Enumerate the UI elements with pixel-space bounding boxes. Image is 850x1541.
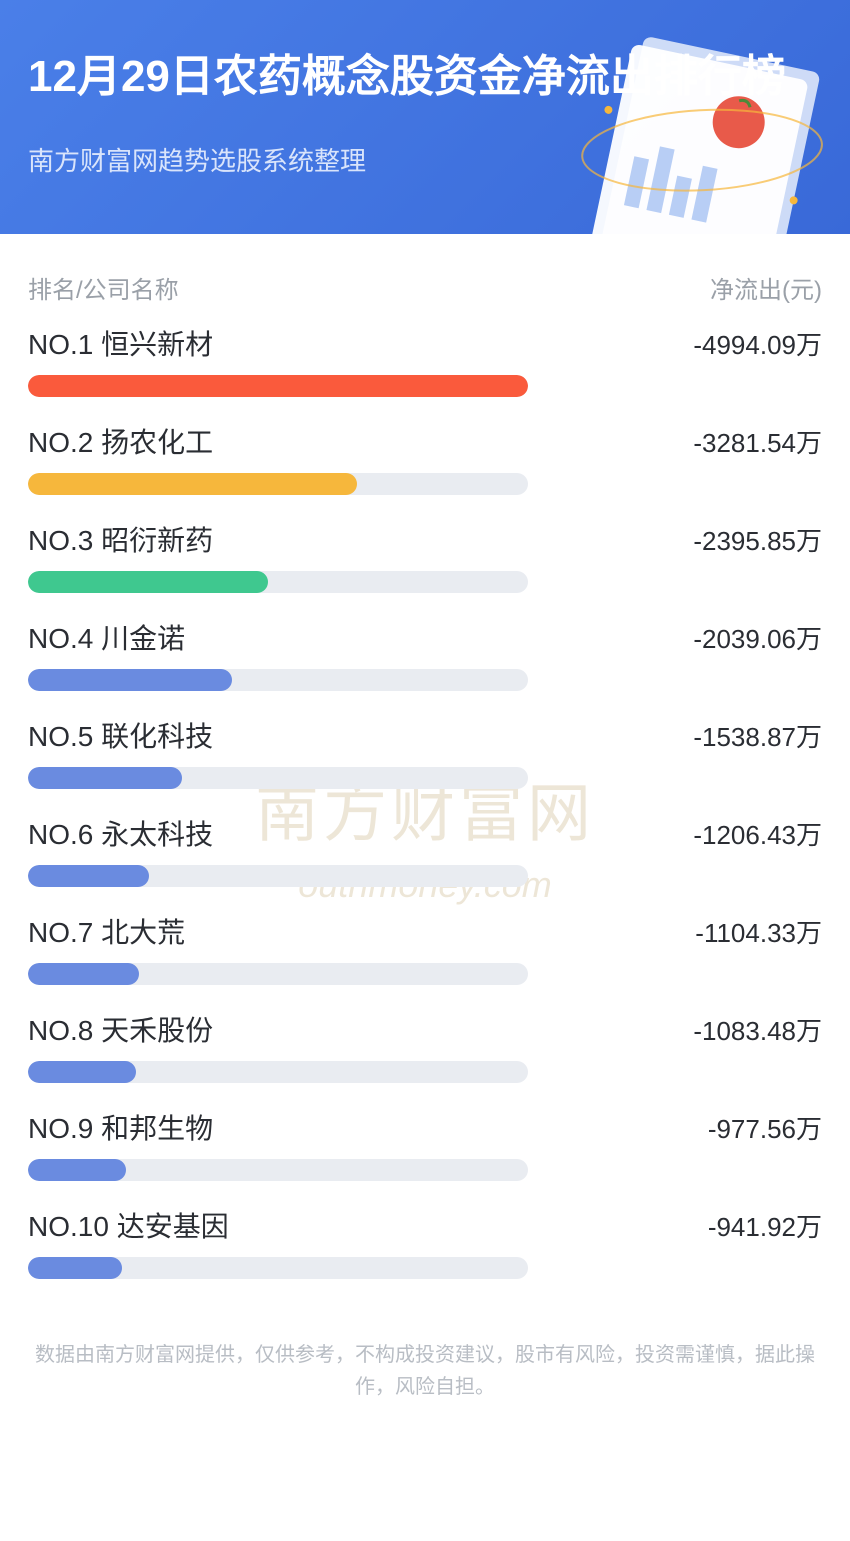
bar-fill bbox=[28, 473, 357, 495]
table-row: NO.4 川金诺 -2039.06万 bbox=[28, 617, 822, 691]
bar-fill bbox=[28, 1257, 122, 1279]
bar-fill bbox=[28, 963, 139, 985]
header-banner: 12月29日农药概念股资金净流出排行榜 南方财富网趋势选股系统整理 bbox=[0, 0, 850, 234]
outflow-value: -977.56万 bbox=[708, 1109, 822, 1146]
table-row: NO.7 北大荒 -1104.33万 bbox=[28, 911, 822, 985]
ranking-content: 南方财富网 outhmoney.com 排名/公司名称 净流出(元) NO.1 … bbox=[0, 234, 850, 1327]
table-row: NO.6 永太科技 -1206.43万 bbox=[28, 813, 822, 887]
bar-track bbox=[28, 1257, 528, 1279]
outflow-value: -3281.54万 bbox=[693, 423, 822, 460]
outflow-value: -4994.09万 bbox=[693, 325, 822, 362]
page-subtitle: 南方财富网趋势选股系统整理 bbox=[28, 141, 822, 178]
rank-name: NO.2 扬农化工 bbox=[28, 421, 213, 461]
bar-track bbox=[28, 1159, 528, 1181]
rank-name: NO.9 和邦生物 bbox=[28, 1107, 213, 1147]
rank-name: NO.4 川金诺 bbox=[28, 617, 185, 657]
rank-name: NO.10 达安基因 bbox=[28, 1205, 229, 1245]
outflow-value: -941.92万 bbox=[708, 1207, 822, 1244]
bar-track bbox=[28, 963, 528, 985]
bar-track bbox=[28, 375, 528, 397]
table-header-row: 排名/公司名称 净流出(元) bbox=[28, 270, 822, 305]
bar-fill bbox=[28, 1061, 136, 1083]
rank-name: NO.3 昭衍新药 bbox=[28, 519, 213, 559]
bar-track bbox=[28, 473, 528, 495]
disclaimer-footer: 数据由南方财富网提供，仅供参考，不构成投资建议，股市有风险，投资需谨慎，据此操作… bbox=[0, 1327, 850, 1439]
table-row: NO.3 昭衍新药 -2395.85万 bbox=[28, 519, 822, 593]
bar-fill bbox=[28, 767, 182, 789]
table-row: NO.5 联化科技 -1538.87万 bbox=[28, 715, 822, 789]
table-row: NO.2 扬农化工 -3281.54万 bbox=[28, 421, 822, 495]
bar-fill bbox=[28, 571, 268, 593]
bar-fill bbox=[28, 375, 528, 397]
bar-track bbox=[28, 767, 528, 789]
outflow-value: -1104.33万 bbox=[695, 913, 822, 950]
rank-name: NO.1 恒兴新材 bbox=[28, 323, 213, 363]
outflow-value: -2395.85万 bbox=[693, 521, 822, 558]
column-header-rank: 排名/公司名称 bbox=[28, 270, 179, 305]
table-row: NO.1 恒兴新材 -4994.09万 bbox=[28, 323, 822, 397]
table-row: NO.8 天禾股份 -1083.48万 bbox=[28, 1009, 822, 1083]
bar-fill bbox=[28, 1159, 126, 1181]
table-row: NO.10 达安基因 -941.92万 bbox=[28, 1205, 822, 1279]
bar-track bbox=[28, 571, 528, 593]
bar-fill bbox=[28, 669, 232, 691]
rank-name: NO.5 联化科技 bbox=[28, 715, 213, 755]
bar-track bbox=[28, 865, 528, 887]
bar-track bbox=[28, 1061, 528, 1083]
outflow-value: -1206.43万 bbox=[693, 815, 822, 852]
outflow-value: -2039.06万 bbox=[693, 619, 822, 656]
bar-track bbox=[28, 669, 528, 691]
bar-fill bbox=[28, 865, 149, 887]
outflow-value: -1538.87万 bbox=[693, 717, 822, 754]
column-header-value: 净流出(元) bbox=[710, 270, 822, 305]
rank-name: NO.8 天禾股份 bbox=[28, 1009, 213, 1049]
rank-name: NO.7 北大荒 bbox=[28, 911, 185, 951]
page-title: 12月29日农药概念股资金净流出排行榜 bbox=[28, 48, 822, 105]
table-row: NO.9 和邦生物 -977.56万 bbox=[28, 1107, 822, 1181]
ranking-rows: NO.1 恒兴新材 -4994.09万 NO.2 扬农化工 -3281.54万 NO.3… bbox=[28, 323, 822, 1279]
rank-name: NO.6 永太科技 bbox=[28, 813, 213, 853]
outflow-value: -1083.48万 bbox=[693, 1011, 822, 1048]
